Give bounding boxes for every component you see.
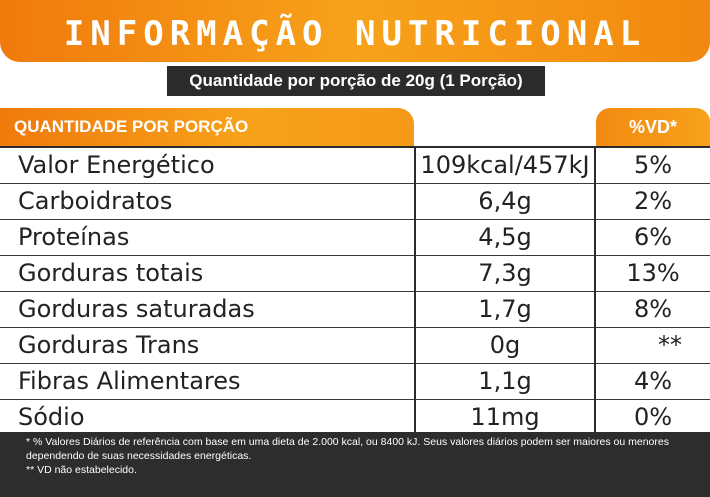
table-row: Gorduras Trans 0g **: [0, 328, 710, 364]
nutrient-quantity: 1,7g: [414, 292, 596, 328]
table-row: Carboidratos 6,4g 2%: [0, 184, 710, 220]
nutrient-name: Gorduras saturadas: [18, 295, 255, 323]
nutrient-daily-value: 4%: [633, 367, 673, 395]
footnote-vd-not-established: ** VD não estabelecido.: [26, 464, 137, 476]
nutrient-name: Proteínas: [18, 223, 130, 251]
header-quantity-per-serving: QUANTIDADE POR PORÇÃO: [0, 108, 414, 146]
nutrient-quantity: 0g: [414, 328, 596, 364]
nutrient-daily-value: **: [658, 331, 682, 359]
table-body: Valor Energético 109kcal/457kJ 5% Carboi…: [0, 146, 710, 436]
serving-bar: [167, 66, 545, 96]
nutrient-daily-value: 8%: [633, 295, 673, 323]
nutrient-daily-value: 0%: [633, 403, 673, 431]
table-row: Fibras Alimentares 1,1g 4%: [0, 364, 710, 400]
header-daily-value: %VD*: [596, 108, 710, 146]
nutrient-name: Gorduras totais: [18, 259, 204, 287]
nutrient-daily-value: 13%: [626, 259, 680, 287]
title-banner: [0, 0, 710, 62]
nutrient-daily-value: 5%: [633, 151, 673, 179]
footnote-daily-values: * % Valores Diários de referência com ba…: [26, 436, 669, 462]
nutrient-name: Sódio: [18, 403, 85, 431]
footnotes: * % Valores Diários de referência com ba…: [0, 432, 710, 497]
serving-size-label: Quantidade por porção de 20g (1 Porção): [189, 71, 523, 90]
nutrient-daily-value: 6%: [633, 223, 673, 251]
nutrient-quantity: 109kcal/457kJ: [414, 148, 596, 184]
table-row: Gorduras saturadas 1,7g 8%: [0, 292, 710, 328]
table-row: Valor Energético 109kcal/457kJ 5%: [0, 148, 710, 184]
table-row: Gorduras totais 7,3g 13%: [0, 256, 710, 292]
table-row: Proteínas 4,5g 6%: [0, 220, 710, 256]
nutrient-quantity: 7,3g: [414, 256, 596, 292]
page-title: INFORMAÇÃO NUTRICIONAL: [63, 14, 647, 54]
nutrient-daily-value: 2%: [633, 187, 673, 215]
nutrient-name: Valor Energético: [18, 151, 215, 179]
nutrient-name: Fibras Alimentares: [18, 367, 241, 395]
nutrient-name: Carboidratos: [18, 187, 173, 215]
table-row: Sódio 11mg 0%: [0, 400, 710, 436]
nutrient-quantity: 1,1g: [414, 364, 596, 400]
nutrient-name: Gorduras Trans: [18, 331, 200, 359]
nutrient-quantity: 4,5g: [414, 220, 596, 256]
nutrient-quantity: 6,4g: [414, 184, 596, 220]
nutrient-quantity: 11mg: [414, 400, 596, 436]
